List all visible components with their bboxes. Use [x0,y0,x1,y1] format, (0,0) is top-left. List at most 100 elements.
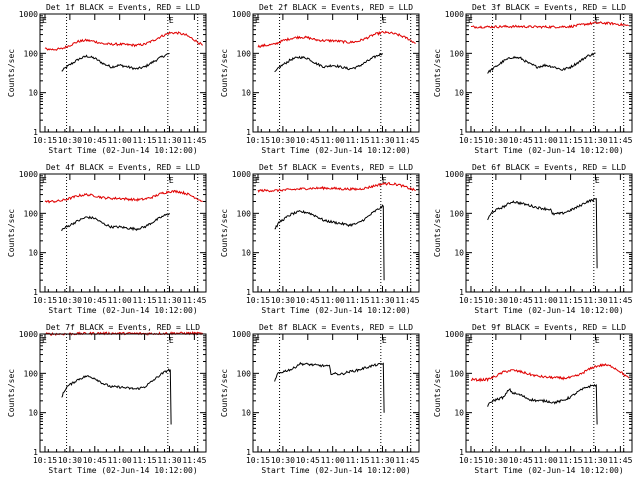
chart-title: Det 1f BLACK = Events, RED = LLD [46,3,200,12]
x-tick-label: 11:15 [133,136,157,145]
x-axis-label: Start Time (02-Jun-14 10:12:00) [261,306,410,315]
y-tick-label: 1000 [232,170,251,179]
y-tick-label: 100 [450,369,465,378]
plot-frame [39,333,207,453]
x-tick-label: 10:45 [296,136,320,145]
x-axis-label: Start Time (02-Jun-14 10:12:00) [474,146,623,155]
y-tick-label: 1000 [232,10,251,19]
x-tick-label: 11:00 [321,296,345,305]
x-tick-label: 11:00 [321,456,345,465]
x-tick-label: 11:00 [108,456,132,465]
x-tick-label: 10:30 [58,456,82,465]
lld-series-line [470,363,630,383]
y-tick-label: 10 [241,249,251,258]
marker-letter: E [468,16,473,25]
x-axis-label: Start Time (02-Jun-14 10:12:00) [261,466,410,475]
x-tick-label: 10:15 [33,136,57,145]
plot-frame [465,333,633,453]
plot-frame [465,13,633,133]
chart-panel-6: Det 6f BLACK = Events, RED = LLD E E 1 10 100… [433,163,633,315]
marker-letter: E [169,16,174,25]
y-tick-label: 100 [24,369,39,378]
x-tick-label: 11:00 [321,136,345,145]
y-axis-label: Counts/sec [220,369,229,417]
x-tick-label: 11:15 [346,136,370,145]
marker-letter: E [382,176,387,185]
y-axis-label: Counts/sec [7,209,16,257]
x-tick-label: 10:30 [58,296,82,305]
x-tick-label: 10:45 [83,296,107,305]
events-series-line [274,204,385,281]
lld-series-line [257,182,416,193]
events-series-line [274,52,383,73]
y-tick-label: 1000 [232,330,251,339]
x-tick-label: 11:15 [559,296,583,305]
x-tick-label: 11:30 [157,136,181,145]
y-axis-label: Counts/sec [220,49,229,97]
y-tick-label: 100 [450,209,465,218]
x-tick-label: 11:45 [608,296,632,305]
marker-letter: E [255,176,260,185]
chart-panel-3: Det 3f BLACK = Events, RED = LLD E E 1 10 100… [433,3,633,155]
y-tick-label: 1000 [19,330,38,339]
x-tick-label: 11:00 [108,296,132,305]
events-series-line [487,383,598,425]
x-tick-label: 10:15 [246,136,270,145]
y-tick-label: 1 [459,288,464,297]
y-axis-label: Counts/sec [433,209,442,257]
x-tick-label: 11:45 [608,136,632,145]
marker-letter: E [468,176,473,185]
y-tick-label: 100 [24,49,39,58]
x-tick-label: 11:45 [395,456,419,465]
x-tick-label: 10:30 [484,296,508,305]
y-axis-label: Counts/sec [7,49,16,97]
x-tick-label: 10:30 [271,456,295,465]
events-series-line [61,213,170,232]
x-axis-label: Start Time (02-Jun-14 10:12:00) [48,466,197,475]
chart-panel-8: Det 8f BLACK = Events, RED = LLD E E 1 10 100… [220,323,420,475]
x-tick-label: 10:30 [271,296,295,305]
lld-series-line [471,21,629,29]
plot-frame [465,173,633,293]
marker-letter: E [382,336,387,345]
y-tick-label: 100 [237,49,252,58]
x-tick-label: 10:30 [271,136,295,145]
x-axis-label: Start Time (02-Jun-14 10:12:00) [48,146,197,155]
chart-title: Det 2f BLACK = Events, RED = LLD [259,3,413,12]
y-tick-label: 1 [246,448,251,457]
x-axis-label: Start Time (02-Jun-14 10:12:00) [474,306,623,315]
x-tick-label: 11:45 [182,456,206,465]
y-tick-label: 10 [28,409,38,418]
plot-frame [39,13,207,133]
x-tick-label: 11:45 [182,136,206,145]
x-tick-label: 10:15 [33,296,57,305]
marker-letter: E [595,16,600,25]
y-tick-label: 1000 [19,170,38,179]
x-tick-label: 11:00 [534,456,558,465]
y-tick-label: 100 [237,209,252,218]
y-tick-label: 10 [28,249,38,258]
events-series-line [274,361,385,413]
x-tick-label: 10:45 [296,456,320,465]
chart-title: Det 5f BLACK = Events, RED = LLD [259,163,413,172]
x-tick-label: 11:00 [108,136,132,145]
marker-letter: E [595,336,600,345]
y-axis-label: Counts/sec [7,369,16,417]
chart-panel-7: Det 7f BLACK = Events, RED = LLD E E 1 10 100… [7,323,207,475]
chart-panel-1: Det 1f BLACK = Events, RED = LLD E E 1 10 100… [7,3,207,155]
x-tick-label: 10:30 [58,136,82,145]
x-tick-label: 11:15 [559,136,583,145]
chart-panel-9: Det 9f BLACK = Events, RED = LLD E E 1 10 100… [433,323,633,475]
y-tick-label: 100 [24,209,39,218]
lld-series-line [44,31,204,51]
x-tick-label: 11:00 [534,136,558,145]
events-series-line [487,52,596,74]
y-axis-label: Counts/sec [433,49,442,97]
x-tick-label: 10:45 [296,296,320,305]
x-tick-label: 10:45 [83,456,107,465]
plot-frame [252,333,420,453]
x-tick-label: 10:15 [33,456,57,465]
marker-letter: E [169,336,174,345]
x-tick-label: 11:15 [559,456,583,465]
